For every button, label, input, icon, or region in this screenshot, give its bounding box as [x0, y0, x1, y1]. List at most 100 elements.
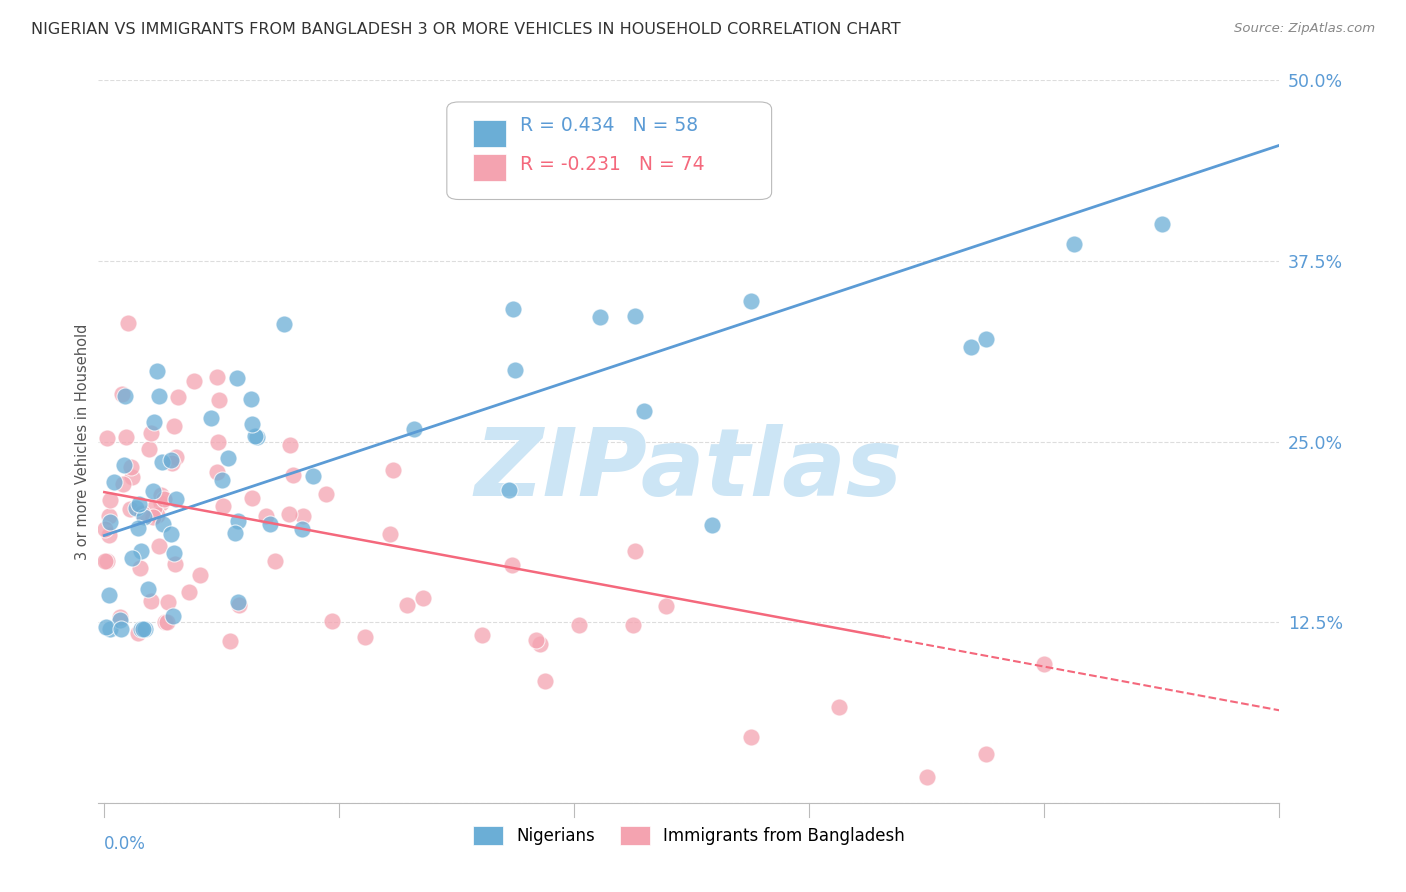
Point — [207, 435, 229, 450]
Text: R = -0.231   N = 74: R = -0.231 N = 74 — [520, 155, 704, 174]
Point — [138, 442, 160, 456]
Point — [112, 477, 135, 491]
Point — [143, 501, 166, 516]
Legend: Nigerians, Immigrants from Bangladesh: Nigerians, Immigrants from Bangladesh — [472, 826, 905, 845]
Point — [110, 623, 132, 637]
Point — [960, 340, 983, 354]
Point — [702, 518, 724, 533]
Point — [291, 522, 314, 536]
Point — [589, 310, 612, 324]
Text: R = 0.434   N = 58: R = 0.434 N = 58 — [520, 116, 699, 136]
Point — [94, 620, 117, 634]
Point — [207, 465, 229, 479]
Point — [226, 514, 249, 528]
Point — [1150, 217, 1173, 231]
Point — [98, 623, 121, 637]
Point — [108, 613, 131, 627]
Point — [146, 508, 169, 522]
Point — [141, 510, 163, 524]
Point — [259, 517, 281, 532]
Point — [183, 374, 205, 388]
Point — [633, 404, 655, 418]
Point — [225, 370, 247, 384]
Text: ZIPatlas: ZIPatlas — [475, 425, 903, 516]
Point — [471, 627, 494, 641]
Point — [524, 633, 547, 648]
Point — [94, 522, 117, 536]
Point — [129, 544, 152, 558]
Point — [112, 458, 135, 472]
Y-axis label: 3 or more Vehicles in Household: 3 or more Vehicles in Household — [75, 324, 90, 559]
Point — [111, 387, 134, 401]
Point — [278, 438, 301, 452]
Point — [321, 614, 343, 628]
Point — [219, 634, 242, 648]
Point — [156, 615, 179, 630]
Point — [148, 539, 170, 553]
Bar — [472, 154, 506, 181]
Point — [96, 554, 118, 568]
Point — [114, 389, 136, 403]
Point — [501, 558, 523, 572]
Point — [157, 595, 180, 609]
Point — [96, 431, 118, 445]
Point — [143, 415, 166, 429]
Point — [498, 483, 520, 497]
Point — [529, 637, 551, 651]
Point — [128, 497, 150, 511]
Point — [915, 770, 938, 784]
Point — [207, 370, 229, 384]
Point — [152, 516, 174, 531]
Point — [125, 500, 148, 515]
Point — [224, 525, 246, 540]
Point — [141, 594, 163, 608]
Point — [291, 508, 314, 523]
Point — [165, 557, 187, 571]
Point — [354, 630, 377, 644]
Point — [974, 747, 997, 761]
Point — [138, 582, 160, 596]
Point — [264, 554, 287, 568]
Point — [120, 460, 142, 475]
Point — [160, 526, 183, 541]
Point — [103, 475, 125, 490]
Point — [131, 506, 153, 520]
Point — [240, 491, 263, 505]
Point — [160, 452, 183, 467]
Text: Source: ZipAtlas.com: Source: ZipAtlas.com — [1234, 22, 1375, 36]
Point — [655, 599, 678, 613]
Point — [115, 429, 138, 443]
Point — [110, 609, 132, 624]
Point — [302, 469, 325, 483]
Bar — [472, 120, 506, 147]
Point — [165, 491, 187, 506]
Point — [621, 617, 644, 632]
Point — [974, 332, 997, 346]
Point — [121, 550, 143, 565]
Point — [1063, 236, 1085, 251]
Point — [128, 561, 150, 575]
Point — [624, 309, 647, 323]
Point — [148, 388, 170, 402]
Point — [150, 455, 173, 469]
Point — [98, 492, 121, 507]
Point — [132, 623, 155, 637]
Point — [254, 509, 277, 524]
Point — [246, 430, 269, 444]
Point — [228, 598, 250, 612]
Point — [568, 618, 591, 632]
Point — [740, 730, 762, 744]
Point — [402, 421, 425, 435]
Point — [828, 699, 851, 714]
Point — [165, 450, 187, 464]
Point — [315, 487, 337, 501]
Point — [153, 615, 176, 629]
Point — [277, 507, 299, 521]
Point — [503, 363, 526, 377]
Point — [273, 317, 295, 331]
Point — [281, 468, 304, 483]
Point — [134, 623, 156, 637]
Point — [243, 429, 266, 443]
Point — [150, 488, 173, 502]
Point — [127, 521, 149, 535]
